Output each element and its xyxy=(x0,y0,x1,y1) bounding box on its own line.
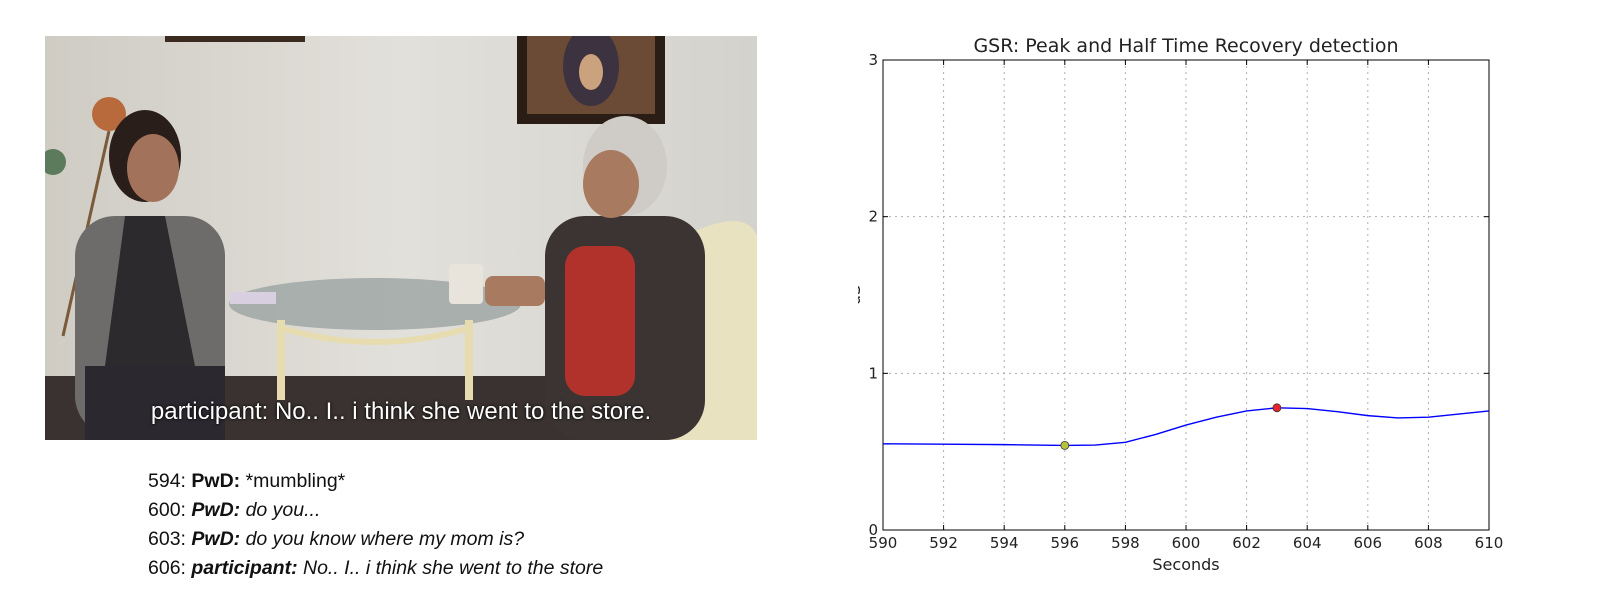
chart-grid xyxy=(882,59,1490,531)
transcript-time: 603 xyxy=(148,528,181,550)
x-tick-label: 610 xyxy=(1475,534,1504,552)
y-tick-label: 3 xyxy=(868,51,878,69)
transcript-utterance: do you... xyxy=(245,499,321,521)
transcript-speaker: PwD: xyxy=(191,499,241,521)
transcript-speaker: participant: xyxy=(191,557,298,579)
video-subtitle: participant: No.. I.. i think she went t… xyxy=(150,398,652,425)
x-tick-label: 600 xyxy=(1172,534,1201,552)
x-axis-label: Seconds xyxy=(1152,555,1219,574)
transcript-speaker: PwD: xyxy=(191,528,241,550)
transcript-line: 600: PwD: do you... xyxy=(148,499,321,521)
video-frame: participant: No.. I.. i think she went t… xyxy=(45,36,757,440)
video-scene-image xyxy=(45,36,757,440)
peak-marker xyxy=(1272,403,1282,413)
y-tick-label: 0 xyxy=(868,521,878,539)
transcript: 594: PwD: *mumbling* 600: PwD: do you...… xyxy=(148,467,708,583)
y-tick-label: 1 xyxy=(868,364,878,382)
chart-ticks: 590 592 594 596 598 600 602 604 606 608 610 0 1 2 3 xyxy=(868,51,1503,552)
transcript-utterance: No.. I.. i think she went to the store xyxy=(303,557,604,579)
transcript-utterance: do you know where my mom is? xyxy=(245,528,525,550)
chart-title: GSR: Peak and Half Time Recovery detecti… xyxy=(973,35,1398,57)
transcript-utterance: *mumbling* xyxy=(245,470,346,492)
transcript-time: 600 xyxy=(148,499,181,521)
transcript-line: 594: PwD: *mumbling* xyxy=(148,470,346,492)
x-tick-label: 602 xyxy=(1232,534,1261,552)
x-tick-label: 606 xyxy=(1353,534,1382,552)
x-tick-label: 592 xyxy=(929,534,958,552)
gsr-chart: GSR: Peak and Half Time Recovery detecti… xyxy=(858,35,1503,574)
x-tick-label: 594 xyxy=(990,534,1019,552)
half-recovery-marker xyxy=(1060,440,1070,450)
plot-frame xyxy=(882,59,1490,531)
transcript-line: 606: participant: No.. I.. i think she w… xyxy=(148,557,604,579)
transcript-speaker: PwD: xyxy=(191,470,241,492)
chart-series xyxy=(882,407,1490,447)
x-tick-label: 596 xyxy=(1050,534,1079,552)
transcript-time: 594 xyxy=(148,470,181,492)
x-tick-label: 590 xyxy=(869,534,898,552)
x-tick-label: 604 xyxy=(1293,534,1322,552)
x-tick-label: 608 xyxy=(1414,534,1443,552)
transcript-time: 606 xyxy=(148,557,181,579)
y-axis-label: uS xyxy=(858,285,864,305)
y-tick-label: 2 xyxy=(868,208,878,226)
transcript-line: 603: PwD: do you know where my mom is? xyxy=(148,528,525,550)
chart-markers xyxy=(1060,403,1282,450)
gsr-series-line xyxy=(882,407,1490,447)
x-tick-label: 598 xyxy=(1111,534,1140,552)
